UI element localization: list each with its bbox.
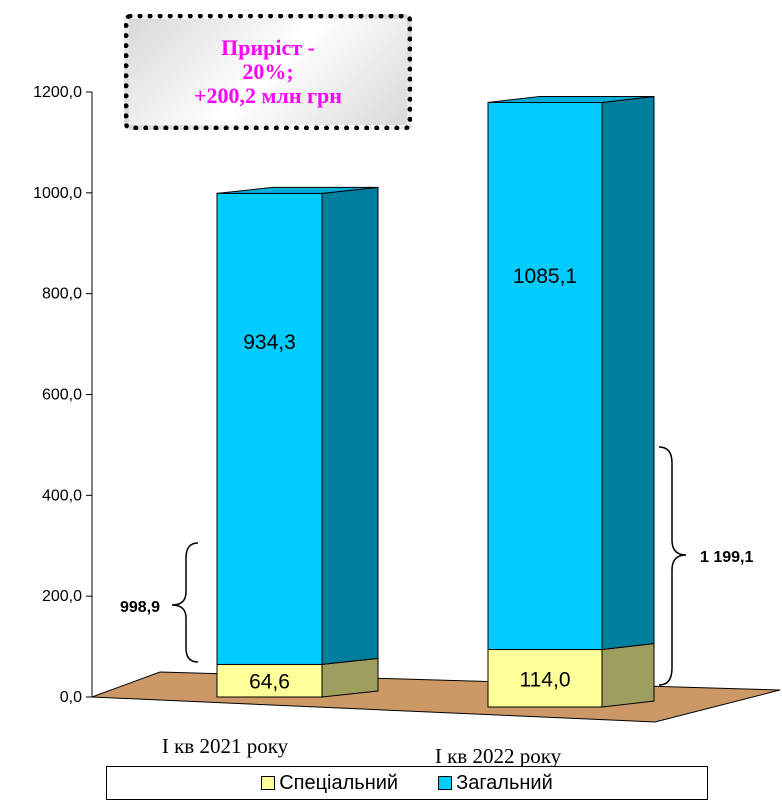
bar-top-face — [216, 186, 379, 194]
total-brace — [171, 542, 199, 663]
bar-segment-side — [321, 186, 379, 665]
bar-segment-front — [216, 663, 323, 698]
y-tick-label: 1200,0 — [33, 84, 82, 101]
legend-item-special: Спеціальний — [261, 772, 398, 795]
total-value-label: 998,9 — [120, 599, 160, 616]
growth-annotation: Приріст - 20%; +200,2 млн грн — [124, 14, 412, 130]
legend-label-special: Спеціальний — [279, 771, 399, 794]
category-label: I кв 2021 року — [162, 734, 289, 758]
total-labels: 998,9 1 199,1 — [120, 549, 754, 616]
bar-segment-side — [601, 95, 655, 651]
total-value-label: 1 199,1 — [700, 549, 753, 566]
segment-value-label: 64,6 — [249, 671, 290, 694]
bar-segment-front — [216, 192, 323, 665]
bar-segment-side — [321, 657, 379, 698]
y-tick-label: 800,0 — [42, 286, 82, 303]
chart-floor — [91, 671, 781, 723]
legend-swatch-special — [261, 776, 276, 790]
y-tick-label: 0,0 — [60, 689, 82, 706]
segment-value-label: 934,3 — [243, 331, 296, 354]
legend: Спеціальний Загальний — [106, 766, 708, 800]
bars — [216, 95, 655, 708]
bar-segment-front — [487, 649, 603, 708]
annotation-line-1: Приріст - — [221, 35, 315, 60]
y-tick-label: 1000,0 — [33, 185, 82, 202]
category-label: I кв 2022 року — [435, 744, 562, 768]
legend-item-general: Загальний — [438, 772, 553, 795]
bar-segment-front — [487, 101, 603, 651]
legend-label-general: Загальний — [456, 771, 553, 794]
total-brace — [658, 446, 687, 686]
segment-value-label: 114,0 — [520, 668, 571, 691]
annotation-line-2: 20%; — [242, 59, 294, 84]
bar-segment-side — [601, 642, 655, 708]
y-tick-label: 600,0 — [42, 387, 82, 404]
bar-top-face — [487, 95, 655, 103]
y-axis-ticks: 0,0 200,0 400,0 600,0 800,0 1000,0 1200,0 — [33, 84, 92, 706]
y-tick-label: 400,0 — [42, 487, 82, 504]
segment-value-label: 1085,1 — [513, 265, 577, 288]
legend-swatch-general — [438, 776, 453, 790]
total-braces — [171, 446, 687, 686]
segment-labels: 64,6 934,3 114,0 1085,1 — [243, 265, 577, 694]
y-tick-label: 200,0 — [42, 588, 82, 605]
category-labels: I кв 2021 року I кв 2022 року — [162, 734, 562, 768]
annotation-line-3: +200,2 млн грн — [194, 83, 342, 108]
